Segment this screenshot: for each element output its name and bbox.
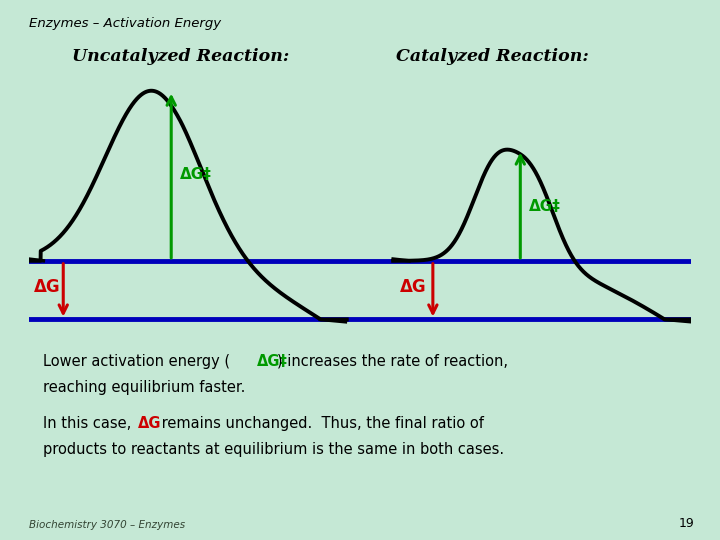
- Text: remains unchanged.  Thus, the final ratio of: remains unchanged. Thus, the final ratio…: [157, 416, 484, 431]
- Text: Biochemistry 3070 – Enzymes: Biochemistry 3070 – Enzymes: [29, 520, 185, 530]
- Text: ΔG: ΔG: [138, 416, 162, 431]
- Text: Lower activation energy (: Lower activation energy (: [43, 354, 230, 369]
- Text: reaching equilibrium faster.: reaching equilibrium faster.: [43, 380, 246, 395]
- Text: 19: 19: [679, 517, 695, 530]
- Text: ΔG‡: ΔG‡: [529, 199, 561, 214]
- Text: In this case,: In this case,: [43, 416, 136, 431]
- Text: ΔG: ΔG: [400, 278, 426, 295]
- Text: Enzymes – Activation Energy: Enzymes – Activation Energy: [29, 17, 221, 30]
- Text: Catalyzed Reaction:: Catalyzed Reaction:: [396, 48, 589, 64]
- Text: ΔG‡: ΔG‡: [180, 167, 212, 182]
- Text: Uncatalyzed Reaction:: Uncatalyzed Reaction:: [72, 48, 289, 64]
- Text: ΔG‡: ΔG‡: [257, 354, 288, 369]
- Text: products to reactants at equilibrium is the same in both cases.: products to reactants at equilibrium is …: [43, 442, 504, 457]
- Text: ) increases the rate of reaction,: ) increases the rate of reaction,: [277, 354, 508, 369]
- Text: ΔG: ΔG: [33, 278, 60, 295]
